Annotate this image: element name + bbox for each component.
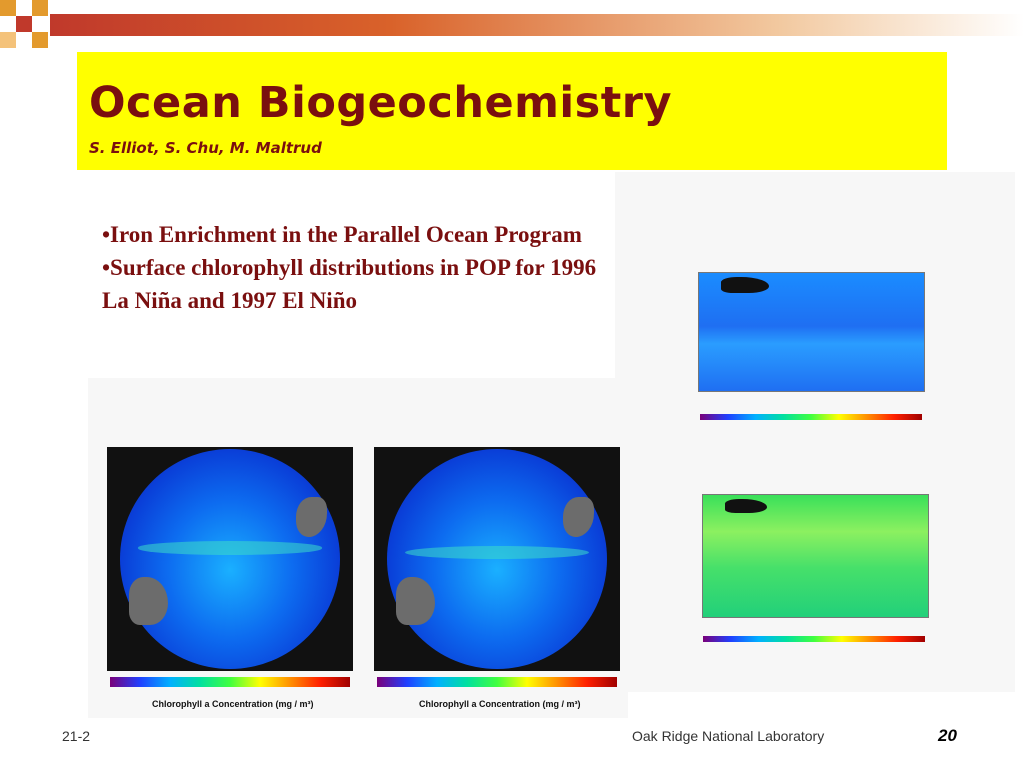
title-box: Ocean Biogeochemistry S. Elliot, S. Chu,… (77, 52, 947, 170)
decor-square (0, 0, 16, 16)
elnino-globe (387, 449, 607, 669)
decor-square (16, 16, 32, 32)
page-number: 20 (938, 726, 957, 745)
globe-colorbar-label: Chlorophyll a Concentration (mg / m³) (152, 699, 314, 709)
asia-landmass (563, 497, 594, 537)
slide-title: Ocean Biogeochemistry (89, 78, 673, 128)
elnino-globe-panel (374, 447, 620, 671)
bullet-item: •Iron Enrichment in the Parallel Ocean P… (102, 222, 582, 247)
map-colorbar (703, 636, 925, 642)
equatorial-band (404, 545, 590, 559)
australia-landmass (128, 576, 169, 625)
bullet-list: •Iron Enrichment in the Parallel Ocean P… (102, 218, 622, 317)
slide-authors: S. Elliot, S. Chu, M. Maltrud (89, 139, 322, 157)
footer-organization: Oak Ridge National Laboratory (632, 728, 825, 744)
globe-colorbar-label: Chlorophyll a Concentration (mg / m³) (419, 699, 581, 709)
asia-landmass (296, 497, 327, 537)
globe-colorbar-left (110, 677, 350, 687)
globe-colorbar-right (377, 677, 617, 687)
australia-landmass (395, 576, 436, 625)
header-gradient-bar (50, 14, 1024, 36)
map-landmass (721, 277, 769, 293)
lanina-globe (120, 449, 340, 669)
decor-square (32, 32, 48, 48)
bullet-item: •Surface chlorophyll distributions in PO… (102, 255, 597, 313)
lanina-globe-panel (107, 447, 353, 671)
lanina-chlorophyll-map (698, 272, 925, 392)
decor-square (32, 0, 48, 16)
map-colorbar (700, 414, 922, 420)
decor-square (0, 32, 16, 48)
elnino-chlorophyll-map (702, 494, 929, 618)
equatorial-band (137, 541, 323, 555)
map-landmass (725, 499, 767, 513)
footer-date: 21-2 (62, 728, 91, 744)
